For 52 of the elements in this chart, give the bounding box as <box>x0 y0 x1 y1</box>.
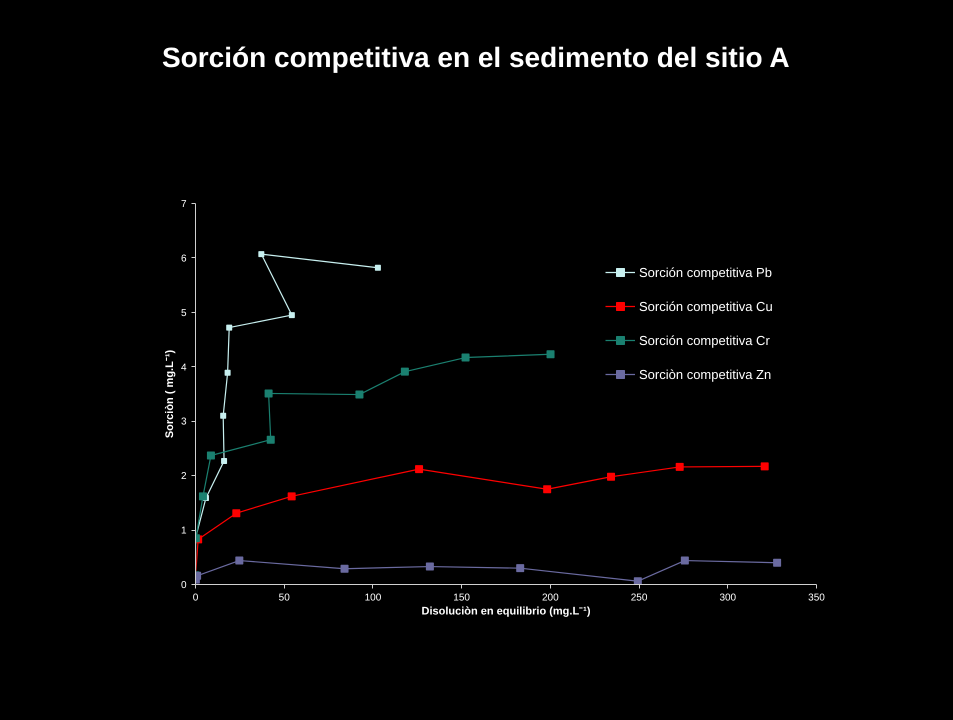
point <box>266 436 275 444</box>
point <box>355 390 364 399</box>
x-tick-label: 50 <box>278 592 290 604</box>
point <box>462 354 470 362</box>
x-tick-label: 300 <box>719 592 737 604</box>
point <box>288 312 295 318</box>
y-axis-title: Sorciòn ( mg.L⁻¹) <box>164 350 176 438</box>
y-tick-label: 4 <box>180 362 187 374</box>
point <box>220 412 226 419</box>
point <box>680 556 689 565</box>
point <box>374 264 381 271</box>
point <box>226 324 232 331</box>
point <box>415 465 424 474</box>
point <box>607 472 616 481</box>
point <box>224 370 231 376</box>
point <box>400 368 409 376</box>
point <box>634 577 642 584</box>
point <box>235 556 244 565</box>
point <box>773 558 782 567</box>
y-tick-label: 6 <box>180 253 187 264</box>
y-tick-label: 7 <box>180 199 187 210</box>
point <box>232 509 240 518</box>
legend-label: Sorción competitiva Pb <box>639 264 772 280</box>
x-axis-title: Disoluciòn en equilibrio (mg.L⁻¹) <box>422 606 591 618</box>
point <box>221 458 228 464</box>
point <box>206 452 215 460</box>
point <box>264 389 273 398</box>
x-tick-label: 0 <box>192 592 199 604</box>
point <box>676 462 684 471</box>
legend-label: Sorciòn competitiva Zn <box>639 366 772 382</box>
x-tick-label: 100 <box>364 592 382 604</box>
x-tick-label: 250 <box>630 592 648 604</box>
y-tick-label: 5 <box>180 308 187 319</box>
chart-title: Sorción competitiva en el sedimento del sitio A <box>162 41 790 75</box>
x-tick-label: 150 <box>453 592 470 604</box>
point <box>426 562 434 571</box>
y-tick-label: 3 <box>180 416 187 428</box>
x-tick-label: 350 <box>808 592 826 604</box>
point <box>258 251 264 258</box>
point <box>198 492 207 500</box>
point <box>546 350 555 358</box>
point <box>543 485 552 494</box>
legend-label: Sorción competitiva Cr <box>639 332 770 348</box>
y-tick-label: 0 <box>180 580 187 591</box>
y-tick-label: 2 <box>180 471 187 482</box>
point <box>340 564 349 573</box>
point <box>288 492 296 500</box>
y-tick-label: 1 <box>180 526 187 537</box>
point <box>516 564 524 572</box>
point <box>760 462 769 470</box>
x-tick-label: 200 <box>542 592 560 604</box>
legend-label: Sorción competitiva Cu <box>639 298 773 314</box>
